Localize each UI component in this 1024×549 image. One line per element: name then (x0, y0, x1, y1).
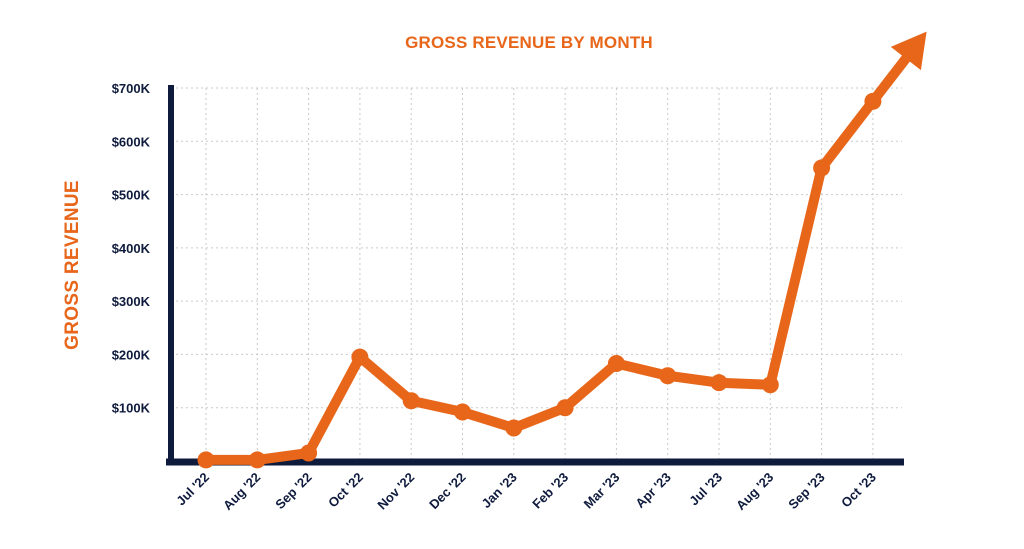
data-point (197, 451, 215, 469)
x-tick-label: Oct '23 (838, 470, 879, 511)
chart-title: GROSS REVENUE BY MONTH (405, 33, 653, 52)
x-tick-label: Sep '22 (272, 470, 314, 512)
axes-layer (166, 85, 904, 466)
trend-arrow-head (890, 31, 927, 71)
x-tick-label: Jul '22 (173, 470, 212, 509)
x-tick-label: Jan '23 (479, 470, 520, 511)
x-tick-label: Feb '23 (529, 470, 571, 512)
data-point (864, 92, 882, 110)
data-point (607, 354, 625, 372)
x-tick-label: Sep '23 (785, 470, 827, 512)
y-tick-label: $700K (112, 81, 151, 96)
y-axis-label: GROSS REVENUE (62, 180, 83, 350)
y-tick-label: $100K (112, 401, 151, 416)
y-tick-label: $400K (112, 241, 151, 256)
data-point (402, 392, 420, 410)
ticks-layer: $100K $200K $300K $400K $500K $600K $700K Jul '… (112, 81, 879, 513)
data-point (659, 367, 677, 385)
x-tick-label: Aug '23 (733, 470, 776, 513)
data-point (813, 159, 831, 177)
x-tick-label: Mar '23 (581, 470, 623, 512)
series-layer (197, 31, 927, 469)
series-line (201, 48, 915, 465)
data-point (761, 376, 779, 394)
data-point (505, 419, 523, 437)
x-tick-label: Nov '22 (374, 470, 417, 513)
data-point (710, 374, 728, 392)
y-tick-label: $500K (112, 188, 151, 203)
data-point (556, 399, 574, 417)
x-tick-label: Dec '22 (426, 470, 468, 512)
y-tick-label: $200K (112, 347, 151, 362)
x-tick-label: Apr '23 (632, 470, 673, 511)
y-tick-label: $600K (112, 134, 151, 149)
y-tick-label: $300K (112, 294, 151, 309)
data-point (351, 348, 369, 366)
grid-layer (171, 87, 902, 461)
x-tick-label: Aug '22 (220, 470, 263, 513)
data-point (248, 451, 266, 469)
x-tick-label: Jul '23 (686, 470, 725, 509)
data-point (300, 444, 318, 462)
x-tick-label: Oct '22 (325, 470, 366, 511)
data-point (454, 403, 471, 421)
